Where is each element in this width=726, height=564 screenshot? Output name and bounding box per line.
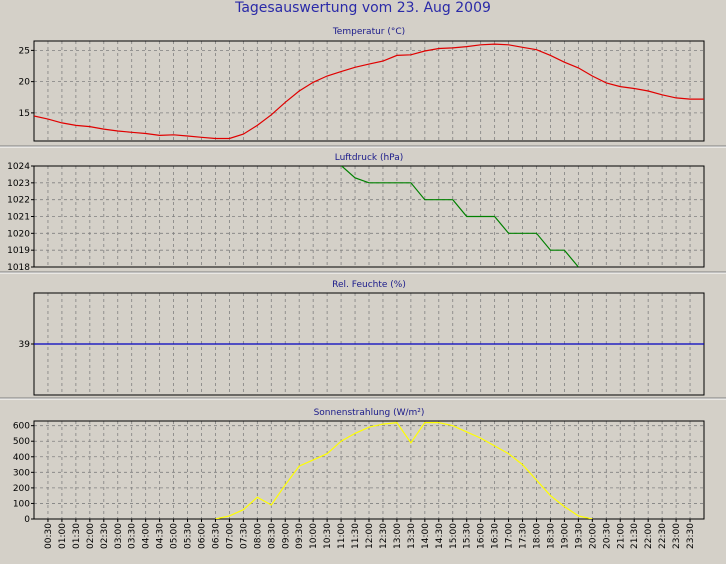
chart-panel-4: Sonnenstrahlung (W/m²) 0 100 200 300 400 500 60…	[13, 408, 705, 549]
x-tick-label: 11:30	[351, 523, 361, 549]
x-tick-label: 08:00	[253, 523, 263, 549]
x-tick-label: 15:30	[463, 523, 473, 549]
chart-title: Temperatur (°C)	[332, 27, 405, 37]
x-tick-label: 13:00	[393, 523, 403, 549]
x-tick-label: 12:00	[365, 523, 375, 549]
x-tick-label: 18:30	[546, 523, 556, 549]
y-tick-label: 300	[13, 468, 30, 478]
chart-title: Sonnenstrahlung (W/m²)	[314, 408, 425, 418]
x-tick-label: 14:30	[435, 523, 445, 549]
y-tick-label: 1020	[7, 229, 30, 239]
x-tick-label: 16:30	[491, 523, 501, 549]
y-tick-label: 200	[13, 484, 30, 494]
x-tick-label: 19:30	[574, 523, 584, 549]
x-tick-label: 13:30	[407, 523, 417, 549]
chart-panel-2: Luftdruck (hPa) 1018 1019 1020 1021 1022 1023 1…	[7, 153, 705, 273]
y-tick-label: 15	[19, 109, 30, 119]
x-tick-label: 17:00	[505, 523, 515, 549]
x-tick-label: 14:00	[421, 523, 431, 549]
x-tick-label: 06:00	[198, 523, 208, 549]
x-tick-label: 22:30	[658, 523, 668, 549]
x-tick-label: 02:00	[86, 523, 96, 549]
x-tick-label: 04:00	[142, 523, 152, 549]
x-tick-label: 21:30	[630, 523, 640, 549]
series-line	[215, 421, 593, 519]
series-line	[340, 166, 579, 267]
x-tick-label: 08:30	[267, 523, 277, 549]
x-tick-label: 09:00	[281, 523, 291, 549]
y-tick-label: 25	[19, 46, 30, 56]
y-tick-label: 1023	[7, 179, 30, 189]
x-tick-label: 20:00	[588, 523, 598, 549]
page-title: Tagesauswertung vom 23. Aug 2009	[235, 0, 491, 16]
x-tick-label: 04:30	[156, 523, 166, 549]
series-line	[34, 43, 704, 140]
x-tick-label: 17:30	[519, 523, 529, 549]
y-tick-label: 600	[13, 422, 30, 432]
x-tick-label: 23:30	[686, 523, 696, 549]
x-tick-label: 05:00	[170, 523, 180, 549]
y-tick-label: 0	[24, 515, 30, 525]
x-tick-label: 05:30	[184, 523, 194, 549]
x-tick-label: 16:00	[477, 523, 487, 549]
x-tick-label: 19:00	[560, 523, 570, 549]
y-tick-label: 100	[13, 499, 30, 509]
x-tick-label: 20:30	[602, 523, 612, 549]
chart-title: Rel. Feuchte (%)	[332, 280, 406, 290]
x-tick-label: 10:00	[309, 523, 319, 549]
y-tick-label: 1018	[7, 263, 30, 273]
x-tick-label: 23:00	[672, 523, 682, 549]
y-tick-label: 39	[19, 340, 31, 350]
chart-panel-1: Temperatur (°C) 15 20 25	[19, 27, 705, 142]
plot-frame	[33, 40, 705, 142]
x-tick-label: 01:30	[72, 523, 82, 549]
x-tick-label: 18:00	[533, 523, 543, 549]
y-tick-label: 400	[13, 453, 30, 463]
x-tick-label: 09:30	[295, 523, 305, 549]
y-tick-label: 1021	[7, 213, 30, 223]
x-tick-label: 11:00	[337, 523, 347, 549]
x-tick-label: 07:30	[239, 523, 249, 549]
y-tick-label: 1024	[7, 162, 30, 172]
x-tick-label: 15:00	[449, 523, 459, 549]
x-tick-label: 21:00	[616, 523, 626, 549]
y-tick-label: 1019	[7, 246, 30, 256]
x-tick-label: 00:30	[44, 523, 54, 549]
x-tick-label: 01:00	[58, 523, 68, 549]
x-tick-label: 10:30	[323, 523, 333, 549]
x-tick-label: 03:30	[128, 523, 138, 549]
chart-title: Luftdruck (hPa)	[335, 153, 404, 163]
x-tick-label: 07:00	[225, 523, 235, 549]
x-tick-label: 03:00	[114, 523, 124, 549]
x-tick-label: 06:30	[211, 523, 221, 549]
x-tick-label: 02:30	[100, 523, 110, 549]
x-tick-label: 22:00	[644, 523, 654, 549]
chart-panel-3: Rel. Feuchte (%) 39	[19, 280, 705, 396]
x-tick-label: 12:30	[379, 523, 389, 549]
y-tick-label: 20	[19, 78, 31, 88]
y-tick-label: 500	[13, 437, 30, 447]
plot-frame	[33, 165, 705, 268]
y-tick-label: 1022	[7, 196, 30, 206]
